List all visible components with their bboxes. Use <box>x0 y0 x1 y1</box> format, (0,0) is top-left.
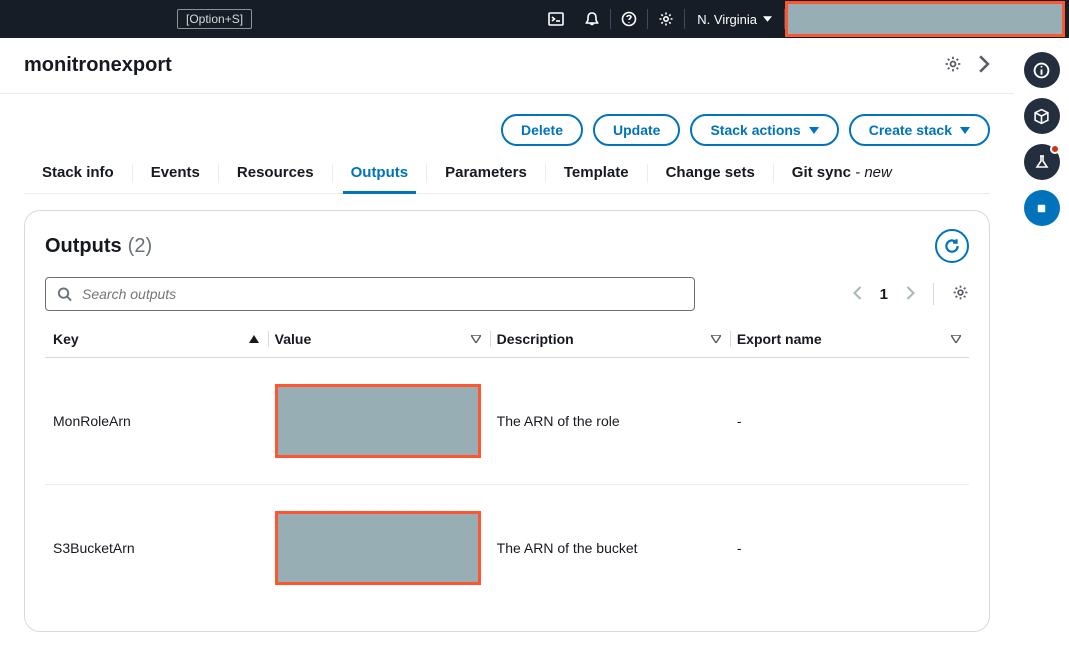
account-menu-redacted[interactable] <box>785 1 1065 37</box>
filter-icon <box>951 335 961 343</box>
tab-resources[interactable]: Resources <box>219 154 332 193</box>
rail-info-icon[interactable] <box>1024 52 1060 88</box>
caret-down-icon <box>809 127 819 134</box>
page-title: monitronexport <box>24 54 172 77</box>
cell-value <box>267 358 489 485</box>
redacted-value <box>275 511 481 585</box>
notifications-icon[interactable] <box>574 0 610 38</box>
update-button[interactable]: Update <box>593 114 680 146</box>
sort-asc-icon <box>249 335 259 343</box>
refresh-button[interactable] <box>935 229 969 263</box>
cell-value <box>267 485 489 612</box>
header-settings-icon[interactable] <box>944 55 962 76</box>
chevron-down-icon <box>763 16 772 22</box>
page-prev-button[interactable] <box>853 286 862 303</box>
search-input[interactable] <box>45 277 695 311</box>
create-stack-button[interactable]: Create stack <box>849 114 990 146</box>
expand-icon[interactable] <box>978 55 990 76</box>
filter-icon <box>471 335 481 343</box>
rail-stop-icon[interactable] <box>1024 190 1060 226</box>
table-row: MonRoleArn The ARN of the role- <box>45 358 969 485</box>
help-icon[interactable] <box>611 0 647 38</box>
cell-key: S3BucketArn <box>45 485 267 612</box>
settings-icon[interactable] <box>648 0 684 38</box>
page-number: 1 <box>880 286 888 303</box>
region-selector[interactable]: N. Virginia <box>685 12 784 27</box>
cell-description: The ARN of the role <box>489 358 729 485</box>
tab-stack-info[interactable]: Stack info <box>24 154 132 193</box>
outputs-panel: Outputs (2) 1 <box>24 210 990 632</box>
col-value[interactable]: Value <box>267 321 489 358</box>
cell-export-name: - <box>729 358 969 485</box>
region-label: N. Virginia <box>697 12 757 27</box>
panel-title: Outputs <box>45 235 122 258</box>
tabs: Stack info Events Resources Outputs Para… <box>24 154 990 194</box>
tab-git-sync[interactable]: Git sync - new <box>774 154 910 193</box>
tab-parameters[interactable]: Parameters <box>427 154 545 193</box>
rail-cube-icon[interactable] <box>1024 98 1060 134</box>
cell-key: MonRoleArn <box>45 358 267 485</box>
redacted-value <box>275 384 481 458</box>
delete-button[interactable]: Delete <box>501 114 583 146</box>
right-rail <box>1014 38 1069 656</box>
col-key[interactable]: Key <box>45 321 267 358</box>
col-export-name[interactable]: Export name <box>729 321 969 358</box>
tab-events[interactable]: Events <box>133 154 218 193</box>
table-settings-icon[interactable] <box>952 284 969 304</box>
rail-experiments-icon[interactable] <box>1024 144 1060 180</box>
search-icon <box>57 287 72 302</box>
filter-icon <box>711 335 721 343</box>
stack-actions-button[interactable]: Stack actions <box>690 114 838 146</box>
tab-change-sets[interactable]: Change sets <box>648 154 773 193</box>
search-shortcut[interactable]: [Option+S] <box>177 9 252 29</box>
tab-outputs[interactable]: Outputs <box>333 154 427 193</box>
caret-down-icon <box>960 127 970 134</box>
cloudshell-icon[interactable] <box>538 0 574 38</box>
page-next-button[interactable] <box>906 286 915 303</box>
col-description[interactable]: Description <box>489 321 729 358</box>
notification-dot <box>1050 144 1060 154</box>
table-row: S3BucketArn The ARN of the bucket- <box>45 485 969 612</box>
cell-export-name: - <box>729 485 969 612</box>
tab-template[interactable]: Template <box>546 154 647 193</box>
cell-description: The ARN of the bucket <box>489 485 729 612</box>
panel-count: (2) <box>128 235 152 258</box>
